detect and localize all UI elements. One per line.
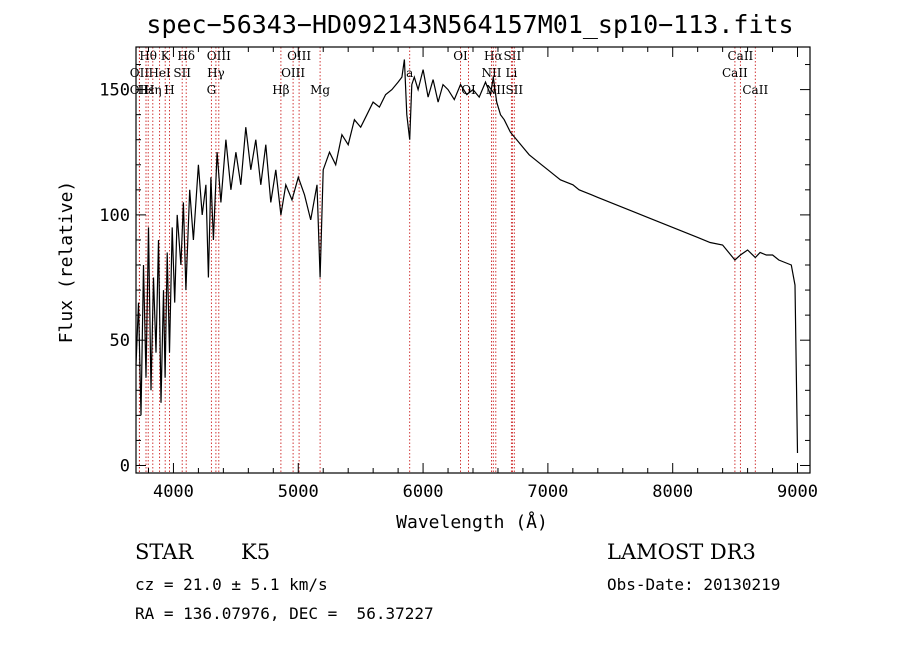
line-marker-label-12: Hγ: [207, 66, 225, 80]
coordinates-readout: RA = 136.07976, DEC = 56.37227: [135, 604, 434, 623]
line-marker-label-14: a: [406, 66, 413, 80]
x-tick-label-5: 9000: [777, 482, 818, 502]
spectrum-series-line: [135, 59, 799, 454]
line-marker-label-10: HeI: [148, 66, 171, 80]
line-marker-label-25: OI: [461, 83, 476, 97]
observation-date: Obs-Date: 20130219: [607, 575, 781, 594]
line-marker-label-1: K: [161, 49, 171, 63]
line-marker-label-17: CaII: [722, 66, 748, 80]
line-marker-label-21: H: [164, 83, 174, 97]
x-tick-label-1: 5000: [278, 482, 319, 502]
line-marker-label-24: Mg: [310, 83, 330, 97]
line-marker-label-28: CaII: [742, 83, 768, 97]
line-marker-label-7: SII: [504, 49, 522, 63]
x-axis-ticks: 4000 5000 6000 7000 8000 9000: [147, 47, 818, 502]
chart-title: spec−56343−HD092143N564157M01_sp10−113.f…: [146, 10, 793, 39]
line-marker-label-23: Hβ: [272, 83, 289, 97]
line-marker-label-27: SII: [505, 83, 523, 97]
redshift-readout: cz = 21.0 ± 5.1 km/s: [135, 575, 328, 594]
line-marker-label-15: NII: [482, 66, 502, 80]
line-marker-label-13: OIII: [281, 66, 305, 80]
line-marker-label-5: OI: [453, 49, 468, 63]
object-class: STAR: [135, 540, 194, 564]
line-marker-label-3: OIII: [207, 49, 231, 63]
line-marker-label-22: G: [207, 83, 217, 97]
line-marker-label-20: Hη: [144, 83, 162, 97]
y-tick-label-3: 150: [99, 81, 130, 101]
y-tick-label-0: 0: [120, 456, 130, 476]
object-subclass: K5: [241, 540, 271, 564]
x-tick-label-3: 7000: [527, 482, 568, 502]
y-tick-label-2: 100: [99, 206, 130, 226]
x-tick-label-4: 8000: [652, 482, 693, 502]
y-axis-label: Flux (relative): [56, 181, 77, 344]
x-tick-label-2: 6000: [403, 482, 444, 502]
line-marker-label-2: Hδ: [177, 49, 195, 63]
line-marker-label-16: Li: [505, 66, 517, 80]
plot-frame: [135, 46, 811, 474]
line-marker-label-6: Hα: [484, 49, 503, 63]
line-marker-label-0: Hθ: [139, 49, 157, 63]
x-tick-label-0: 4000: [153, 482, 194, 502]
line-marker-label-11: SII: [173, 66, 191, 80]
x-axis-label: Wavelength (Å): [396, 511, 548, 533]
line-marker-label-4: OIII: [287, 49, 311, 63]
y-axis-ticks: 0 50 100 150: [99, 64, 810, 476]
survey-name: LAMOST DR3: [607, 540, 756, 564]
line-marker-label-8: CaII: [727, 49, 753, 63]
y-tick-label-1: 50: [110, 331, 130, 351]
